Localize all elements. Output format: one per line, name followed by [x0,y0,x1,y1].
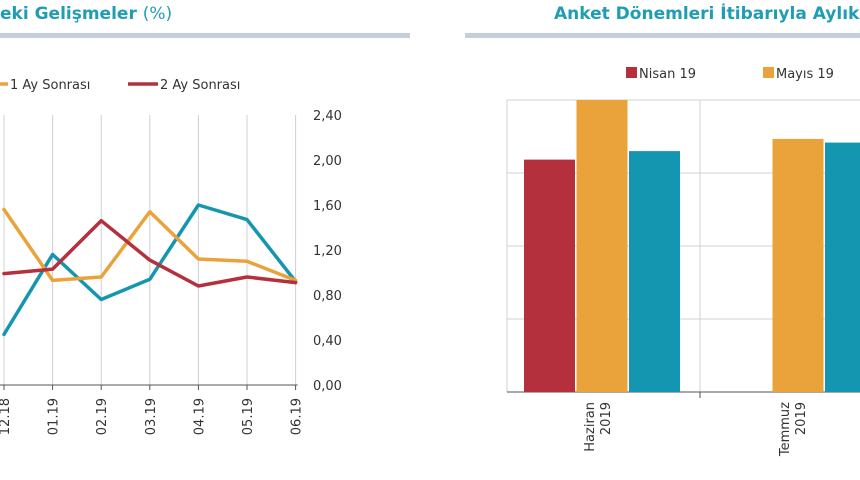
right-bar-2-1 [576,100,628,392]
left-x-category-label: 02.19 [95,398,110,435]
left-chart-title: eki Gelişmeler (%) [0,4,172,24]
right-bar-3-2 [825,142,860,392]
left-title-rule [0,33,410,38]
left-y-tick-label: 1,60 [313,199,342,214]
left-x-category-label: 12.18 [0,398,13,435]
right-chart-title: Anket Dönemleri İtibarıyla Aylık T [554,4,860,24]
left-y-tick-label: 1,20 [313,244,342,259]
left-legend-label: 2 Ay Sonrası [160,78,240,93]
left-series-line-3 [2,218,298,288]
right-legend-swatch [763,67,774,78]
left-chart-title-text: eki Gelişmeler [0,4,137,24]
left-series-line-1 [2,203,298,337]
right-title-rule [465,33,860,38]
left-chart-title-unit: (%) [142,4,173,24]
left-legend-label: 1 Ay Sonrası [10,78,90,93]
right-x-category-label: Temmuz [778,402,793,457]
right-legend-swatch [626,67,637,78]
right-x-category-label: Haziran [583,402,598,452]
right-bar-3-1 [629,151,680,392]
left-x-category-label: 04.19 [192,398,207,435]
left-y-tick-label: 0,80 [313,289,342,304]
right-bar-1-1 [524,159,575,392]
left-x-category-label: 03.19 [144,398,159,435]
left-x-category-label: 06.19 [290,398,305,435]
left-y-tick-label: 2,00 [313,154,342,169]
right-legend-label: Mayıs 19 [776,67,834,82]
right-chart-title-text: Anket Dönemleri İtibarıyla Aylık T [554,4,860,24]
right-x-category-label: 2019 [794,402,809,435]
right-legend-label: Nisan 19 [639,67,696,82]
left-x-category-label: 01.19 [47,398,62,435]
left-y-tick-label: 2,40 [313,109,342,124]
left-y-tick-label: 0,00 [313,379,342,394]
right-x-category-label: 2019 [599,402,614,435]
left-x-category-label: 05.19 [241,398,256,435]
right-bar-2-2 [772,138,824,392]
left-series-line-2 [2,207,298,283]
left-y-tick-label: 0,40 [313,334,342,349]
